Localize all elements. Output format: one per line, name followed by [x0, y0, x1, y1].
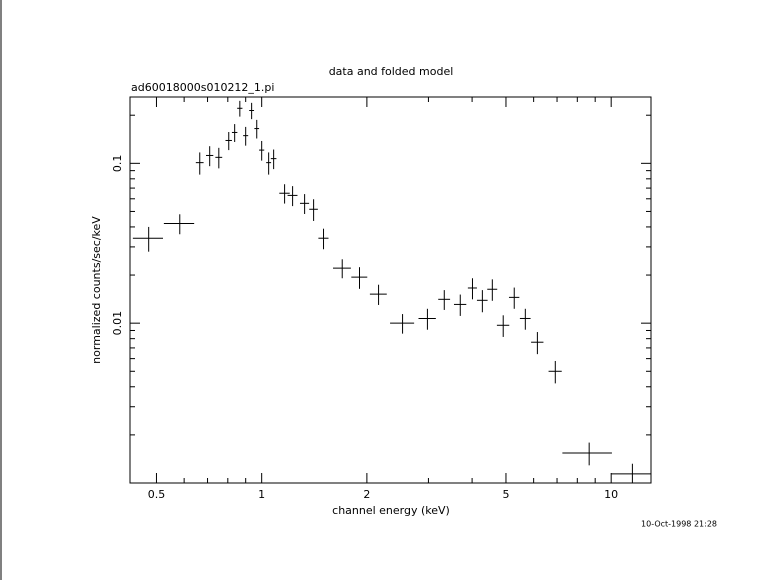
x-tick-label: 0.5 — [148, 488, 166, 501]
x-tick-label: 2 — [363, 488, 370, 501]
x-tick-label: 10 — [604, 488, 618, 501]
timestamp: 10-Oct-1998 21:28 — [641, 520, 717, 529]
plot-frame — [129, 96, 652, 484]
y-tick-label: 0.1 — [111, 155, 124, 173]
chart-subtitle: ad60018000s010212_1.pi — [131, 81, 274, 94]
x-tick-label: 5 — [502, 488, 509, 501]
x-tick-label: 1 — [258, 488, 265, 501]
x-axis-label: channel energy (keV) — [332, 504, 450, 517]
y-axis-label: normalized counts/sec/keV — [90, 216, 103, 364]
chart-title: data and folded model — [329, 65, 454, 78]
y-tick-label: 0.01 — [111, 311, 124, 336]
